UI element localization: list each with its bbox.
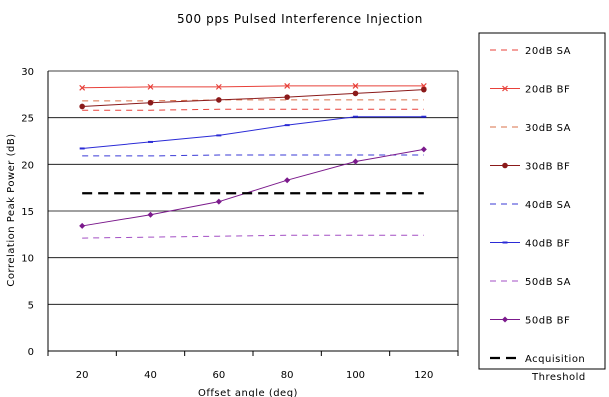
- y-tick-label: 0: [28, 347, 34, 358]
- marker-x: [147, 83, 154, 90]
- marker-circle: [352, 90, 359, 97]
- marker-circle: [147, 99, 154, 106]
- series-group: [79, 83, 427, 239]
- y-tick-label: 5: [28, 300, 34, 311]
- marker-diamond: [284, 177, 291, 184]
- series-line-3: [82, 89, 424, 107]
- series-line-7: [82, 148, 424, 227]
- y-tick-label: 25: [21, 114, 34, 125]
- y-axis-title: Correlation Peak Power (dB): [6, 133, 17, 286]
- marker-diamond: [352, 158, 359, 165]
- marker-circle: [216, 97, 222, 103]
- marker-circle: [421, 86, 427, 93]
- marker-diamond: [502, 316, 508, 323]
- series-line-0: [82, 108, 424, 111]
- legend-label: 30dB BF: [525, 162, 570, 173]
- series-line-1: [82, 85, 424, 89]
- legend-label: 50dB BF: [525, 316, 570, 327]
- grid: [48, 70, 458, 305]
- marker-circle: [502, 162, 508, 169]
- x-tick-label: 20: [76, 370, 89, 381]
- x-tick-label: 100: [346, 370, 365, 381]
- y-tick-label: 30: [21, 67, 34, 78]
- marker-circle: [284, 94, 290, 100]
- marker-x: [502, 85, 508, 92]
- legend-label: 20dB BF: [525, 85, 570, 96]
- legend-label: 40dB BF: [525, 239, 570, 250]
- legend-label: 40dB SA: [525, 200, 571, 211]
- y-tick-label: 20: [21, 160, 34, 171]
- series-line-5: [82, 116, 424, 149]
- chart-title: 500 pps Pulsed Interference Injection: [177, 12, 423, 26]
- axes: 0 5 10 15 20 25 30 20 40 60 80 100 120: [21, 67, 459, 381]
- legend-label: 50dB SA: [525, 277, 571, 288]
- x-tick-label: 120: [414, 370, 433, 381]
- x-tick-label: 80: [281, 370, 294, 381]
- marker-x: [352, 83, 359, 89]
- y-tick-label: 15: [21, 207, 34, 218]
- legend-label-cont: Threshold: [531, 372, 586, 383]
- x-tick-label: 60: [212, 370, 225, 381]
- x-axis-title: Offset angle (deg): [198, 388, 298, 397]
- legend-label: 20dB SA: [525, 46, 571, 57]
- marker-diamond: [420, 146, 427, 153]
- marker-x: [215, 83, 222, 90]
- marker-circle: [79, 103, 85, 110]
- marker-diamond: [79, 222, 86, 229]
- series-line-6: [82, 234, 424, 239]
- marker-x: [284, 83, 291, 89]
- legend-label: 30dB SA: [525, 123, 571, 134]
- marker-x: [79, 84, 86, 91]
- marker-diamond: [215, 198, 222, 205]
- x-tick-label: 40: [144, 370, 157, 381]
- marker-diamond: [147, 211, 154, 218]
- y-tick-label: 10: [21, 254, 34, 265]
- legend: 20dB SA 20dB BF 30dB SA 30dB BF 40dB SA 40dB …: [478, 32, 606, 383]
- series-line-2: [82, 99, 424, 102]
- series-line-4: [82, 154, 424, 157]
- legend-label: Acquisition: [525, 354, 585, 365]
